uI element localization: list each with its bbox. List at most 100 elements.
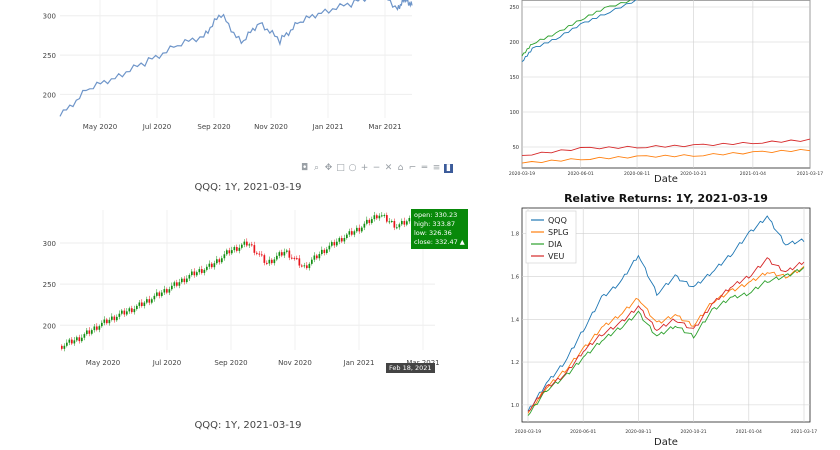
candle-body bbox=[306, 265, 308, 269]
box-select-icon[interactable]: □ bbox=[336, 163, 345, 173]
candle-body bbox=[311, 259, 313, 264]
legend-label: VEU bbox=[548, 252, 565, 261]
candle-body bbox=[296, 258, 298, 260]
candle-body bbox=[171, 285, 173, 290]
candle-body bbox=[138, 302, 141, 306]
candle-body bbox=[358, 227, 361, 232]
x-axis-label: Date bbox=[654, 174, 678, 185]
candle-body bbox=[158, 292, 161, 296]
zoom-icon[interactable]: ⌕ bbox=[313, 163, 320, 173]
candle-body bbox=[318, 254, 321, 259]
candle-body bbox=[308, 263, 311, 269]
x-tick-label: Nov 2020 bbox=[278, 359, 312, 367]
x-tick-label: Jul 2020 bbox=[152, 359, 182, 367]
y-tick-label: 300 bbox=[43, 240, 56, 248]
candle-body bbox=[291, 257, 293, 259]
candle-body bbox=[251, 244, 253, 246]
candle-body bbox=[168, 289, 171, 293]
candle-body bbox=[98, 326, 101, 330]
spike-icon[interactable]: ⌐ bbox=[408, 163, 417, 173]
chart-caption-bottom: QQQ: 1Y, 2021-03-19 bbox=[194, 420, 302, 431]
relative-returns-chart: Relative Returns: 1Y, 2021-03-19 1.0 1.2 1… bbox=[511, 192, 817, 448]
candle-body bbox=[148, 299, 151, 303]
camera-icon[interactable]: ◘ bbox=[300, 163, 309, 173]
candle-body bbox=[96, 326, 98, 330]
x-axis-label: Date bbox=[654, 437, 678, 448]
series-line-dia bbox=[527, 267, 805, 416]
candle-body bbox=[123, 310, 126, 315]
candle-body bbox=[333, 242, 336, 246]
candle-body bbox=[261, 254, 263, 256]
y-tick-label: 150 bbox=[509, 75, 519, 81]
series-line bbox=[521, 138, 811, 156]
candle-body bbox=[276, 255, 278, 260]
candle-body bbox=[236, 247, 238, 251]
candle-body bbox=[188, 275, 191, 279]
candle-body bbox=[338, 238, 341, 242]
zoom-in-icon[interactable]: + bbox=[360, 163, 369, 173]
candle-body bbox=[68, 339, 71, 343]
tooltip-low: low: 326.36 bbox=[414, 229, 452, 237]
pan-icon[interactable]: ✥ bbox=[324, 163, 333, 173]
candle-body bbox=[126, 311, 128, 315]
candle-body bbox=[403, 220, 406, 225]
candle-body bbox=[313, 255, 316, 260]
zoom-out-icon[interactable]: − bbox=[372, 163, 381, 173]
candle-body bbox=[248, 244, 251, 246]
y-tick-label: 1.4 bbox=[511, 317, 519, 323]
candle-body bbox=[78, 337, 81, 342]
candle-body bbox=[303, 265, 306, 267]
candle-body bbox=[198, 269, 201, 273]
candle-body bbox=[293, 257, 296, 259]
x-tick-label: May 2020 bbox=[83, 123, 118, 131]
candle-body bbox=[281, 252, 283, 256]
candle-body bbox=[266, 262, 268, 264]
candle-body bbox=[131, 308, 133, 313]
candle-body bbox=[371, 219, 373, 223]
candle-body bbox=[301, 265, 303, 267]
candle-body bbox=[163, 289, 166, 293]
candle-body bbox=[88, 330, 91, 334]
candle-body bbox=[378, 215, 381, 219]
y-tick-label: 250 bbox=[509, 5, 519, 11]
y-tick-label: 250 bbox=[43, 281, 56, 289]
candle-body bbox=[93, 326, 96, 331]
candle-body bbox=[106, 319, 108, 324]
home-icon[interactable]: ⌂ bbox=[397, 163, 404, 173]
tooltip-close: close: 332.47 ▲ bbox=[414, 238, 465, 246]
plot-frame bbox=[521, 207, 811, 423]
candle-body bbox=[121, 310, 123, 314]
candle-body bbox=[383, 215, 386, 217]
candle-body bbox=[191, 271, 193, 276]
qqq-line-chart: 200 250 300 May 2020 Jul 2020 Sep 2020 Nov 202… bbox=[43, 0, 413, 131]
hover-date-label: Feb 18, 2021 bbox=[386, 363, 435, 373]
candle-body bbox=[221, 258, 223, 263]
series-line bbox=[521, 0, 632, 57]
x-tick-label: 2020-03-19 bbox=[515, 429, 541, 435]
candle-body bbox=[368, 219, 371, 223]
autoscale-icon[interactable]: ✕ bbox=[384, 163, 393, 173]
lasso-icon[interactable]: ○ bbox=[348, 163, 357, 173]
series-line bbox=[521, 148, 811, 164]
candle-body bbox=[173, 282, 176, 286]
candle-body bbox=[73, 340, 76, 344]
candle-body bbox=[136, 305, 138, 310]
candle-body bbox=[396, 227, 398, 229]
candle-body bbox=[336, 241, 338, 246]
y-tick-label: 50 bbox=[513, 145, 519, 151]
plotly-logo-icon[interactable]: ▮ bbox=[444, 164, 453, 173]
x-tick-label: 2020-10-21 bbox=[680, 171, 706, 177]
candle-body bbox=[241, 244, 243, 248]
x-tick-label: Jan 2021 bbox=[343, 359, 375, 367]
candle-body bbox=[193, 271, 196, 276]
x-tick-label: May 2020 bbox=[86, 359, 121, 367]
candle-body bbox=[206, 266, 208, 270]
hover-icon[interactable]: ≡ bbox=[432, 163, 441, 173]
candle-body bbox=[393, 221, 396, 228]
candle-body bbox=[406, 221, 408, 225]
candle-body bbox=[91, 330, 93, 334]
candle-body bbox=[356, 227, 358, 232]
y-tick-label: 100 bbox=[509, 110, 519, 116]
compare-icon[interactable]: ═ bbox=[421, 163, 428, 173]
candle-body bbox=[253, 245, 256, 253]
